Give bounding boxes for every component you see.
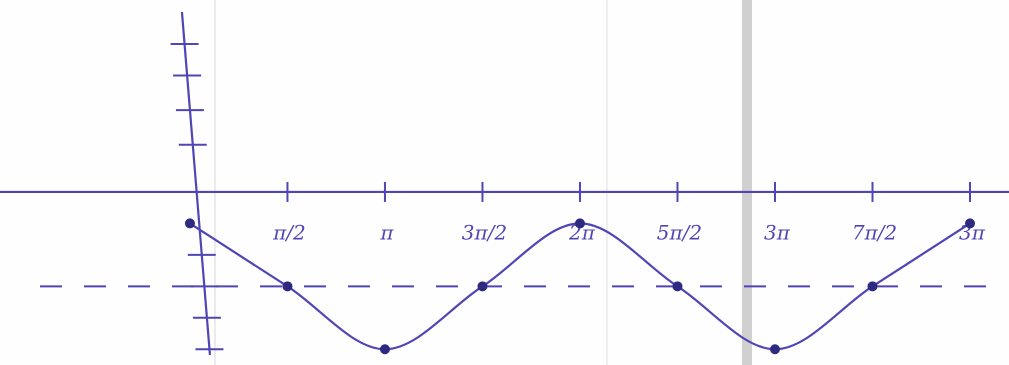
chart: π/2π3π/22π5π/23π7π/23π bbox=[0, 0, 1009, 365]
point bbox=[965, 218, 975, 228]
paper bbox=[0, 0, 1009, 365]
x-tick-label: 7π/2 bbox=[852, 220, 897, 244]
x-tick-label: 5π/2 bbox=[657, 220, 702, 244]
page: π/2π3π/22π5π/23π7π/23π (() => { const da… bbox=[0, 0, 1009, 365]
point bbox=[477, 281, 487, 291]
point bbox=[380, 344, 390, 354]
point bbox=[867, 281, 877, 291]
x-tick-label: 3π bbox=[764, 220, 791, 244]
x-tick-label: π bbox=[379, 220, 394, 244]
point bbox=[575, 218, 585, 228]
x-tick-label: π/2 bbox=[272, 220, 306, 244]
x-tick-label: 3π/2 bbox=[462, 220, 507, 244]
paper-fold bbox=[742, 0, 752, 365]
point bbox=[770, 344, 780, 354]
point bbox=[672, 281, 682, 291]
point bbox=[185, 218, 195, 228]
point bbox=[282, 281, 292, 291]
